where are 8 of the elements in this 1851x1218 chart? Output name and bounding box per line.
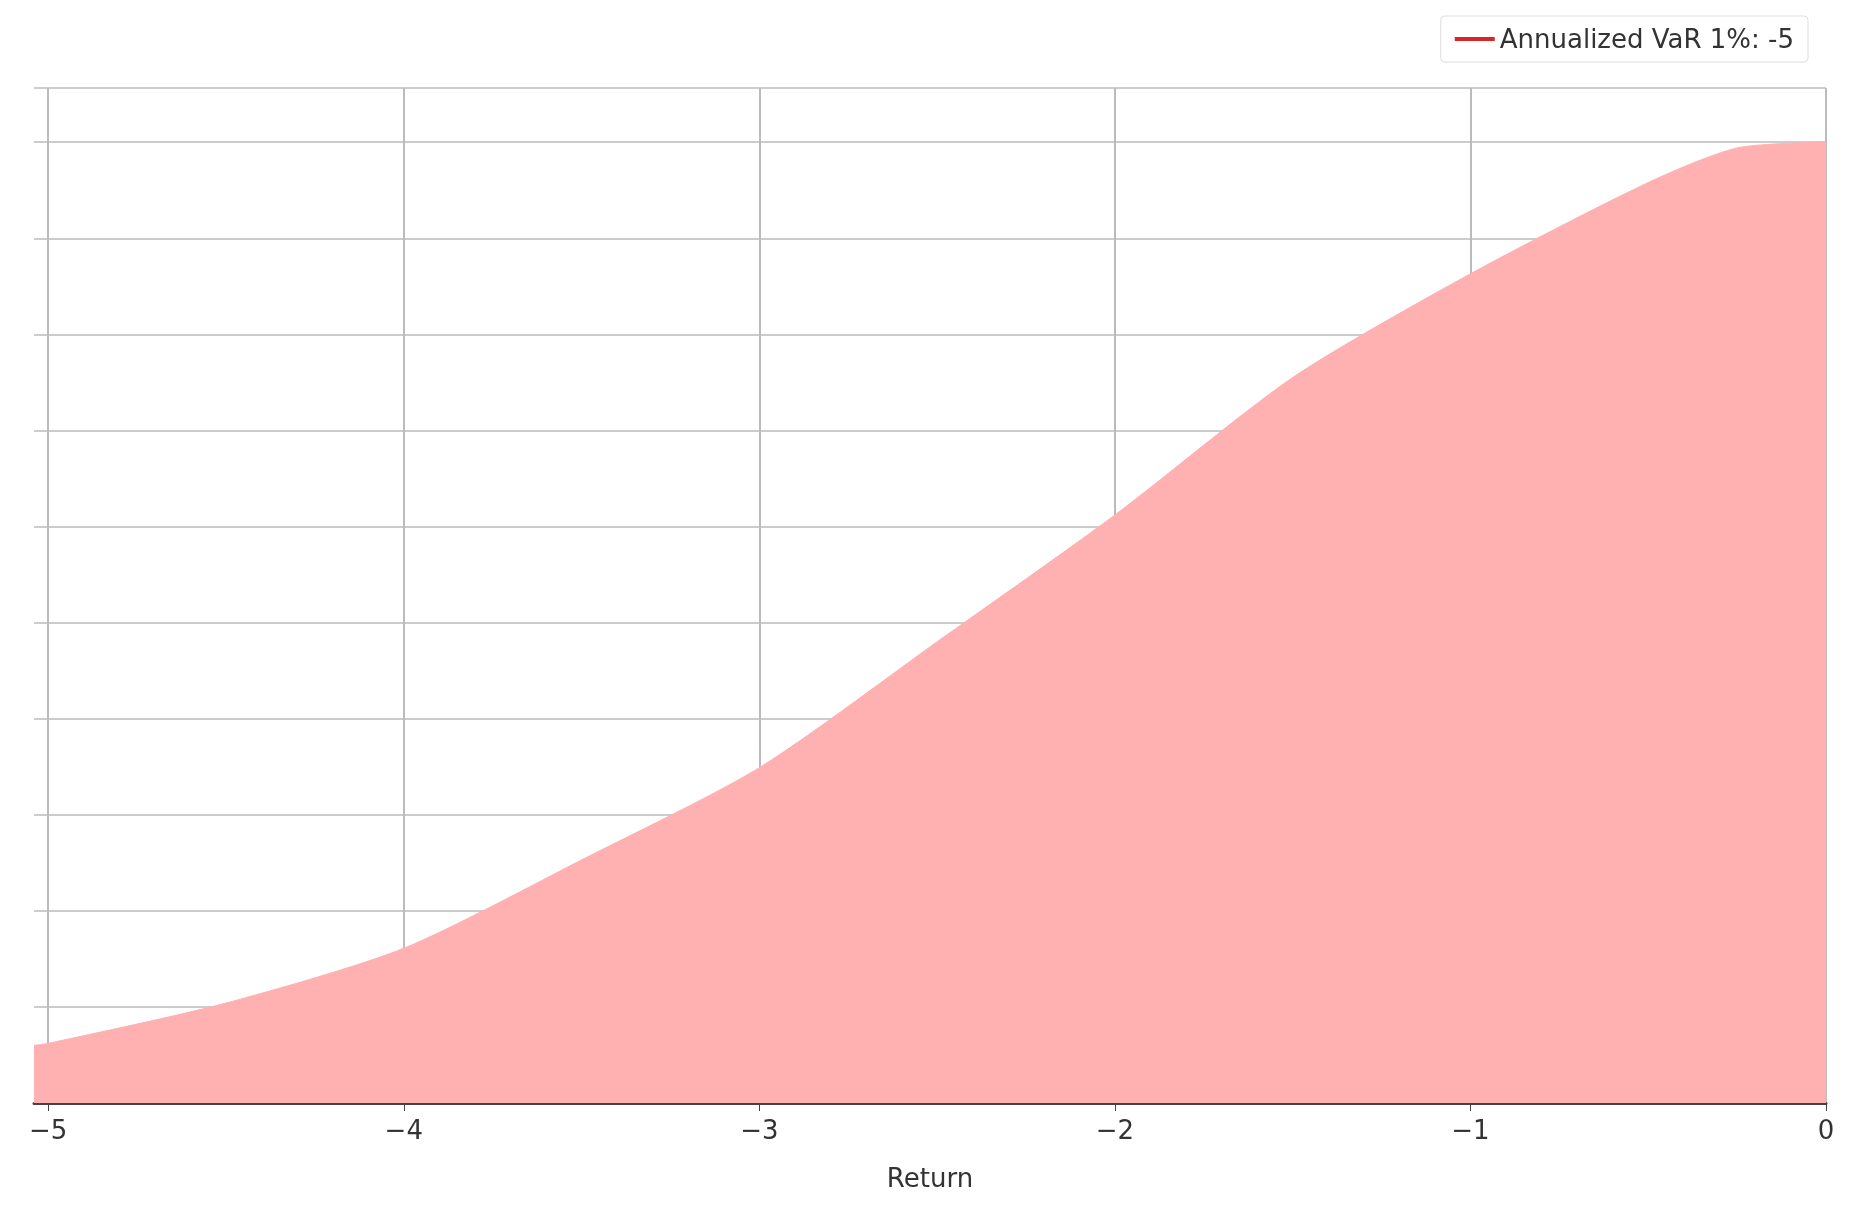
x-axis-title: Return	[886, 1163, 974, 1193]
x-tick-label: −5	[29, 1115, 68, 1145]
x-tick-label: 0	[1817, 1115, 1835, 1145]
x-tick-label: −2	[1095, 1115, 1135, 1145]
legend-label: Annualized VaR 1%: -5	[1499, 24, 1795, 54]
x-tick-label: −1	[1451, 1115, 1490, 1145]
x-tick-label: −4	[384, 1115, 423, 1145]
x-tick-label: −3	[740, 1115, 779, 1145]
